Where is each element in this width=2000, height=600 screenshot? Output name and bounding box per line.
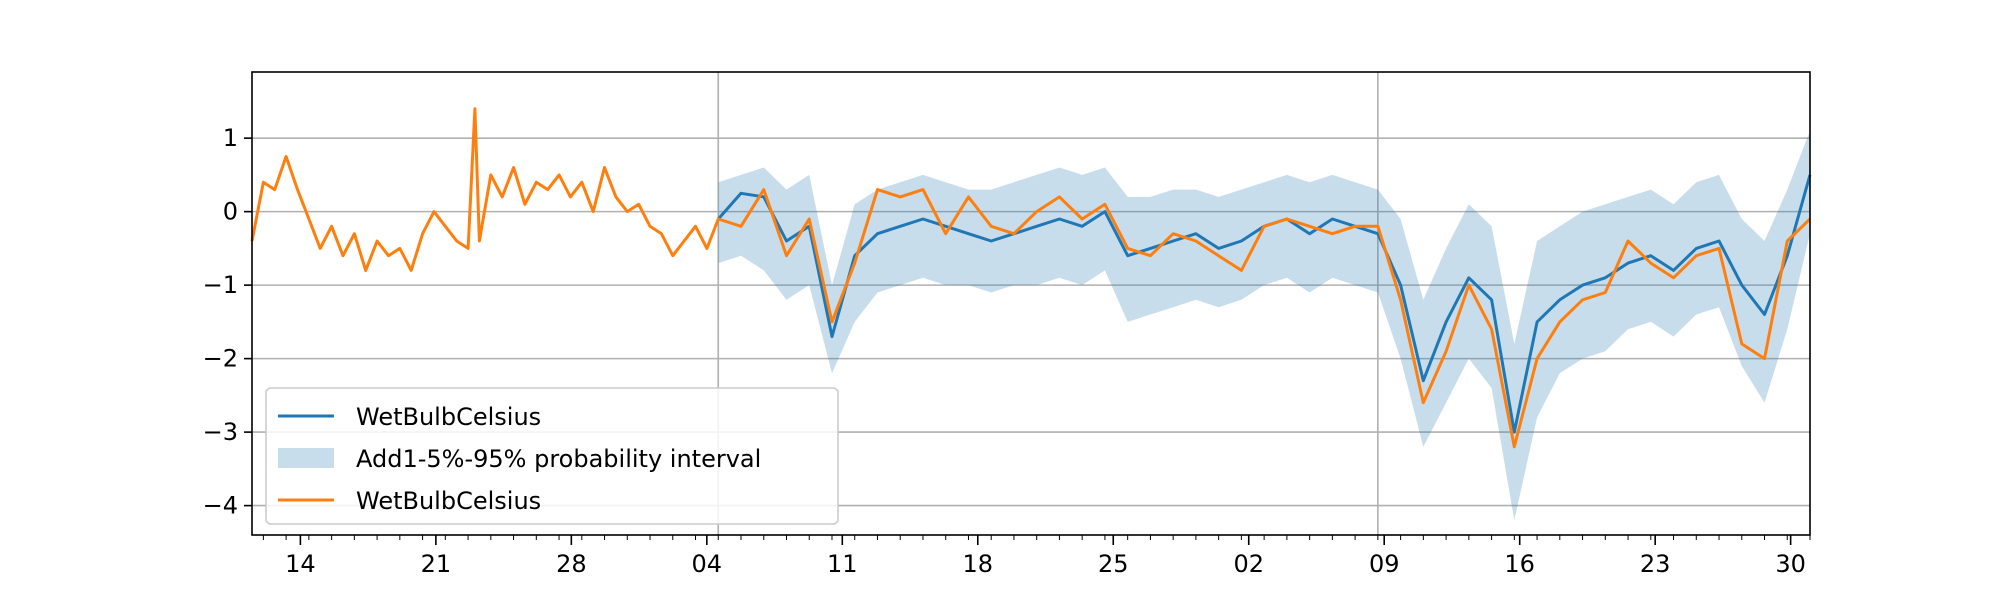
x-tick-label: 11 [827, 550, 858, 578]
tick-layer: 1 0 −1 −2 −3 −4 14 21 28 04 11 18 25 02 09 16 23 30 [203, 124, 1811, 578]
y-tick-label: −4 [203, 492, 238, 520]
legend-label: Add1-5%-95% probability interval [356, 445, 761, 473]
x-tick-label: 02 [1233, 550, 1264, 578]
y-tick-label: 0 [223, 198, 238, 226]
x-tick-label: 16 [1504, 550, 1535, 578]
x-tick-label: 25 [1098, 550, 1129, 578]
legend-label: WetBulbCelsius [356, 487, 541, 515]
probability-interval-band [718, 130, 1810, 521]
y-tick-label: −2 [203, 345, 238, 373]
x-tick-label: 14 [285, 550, 316, 578]
probability-band-layer [718, 130, 1810, 521]
x-tick-label: 18 [963, 550, 994, 578]
x-tick-label: 28 [556, 550, 587, 578]
x-tick-label: 09 [1369, 550, 1400, 578]
x-tick-label: 30 [1775, 550, 1806, 578]
legend: WetBulbCelsius Add1-5%-95% probability in… [265, 387, 839, 525]
x-tick-label: 23 [1640, 550, 1671, 578]
y-tick-label: 1 [223, 124, 238, 152]
series-layer [250, 107, 1812, 449]
y-tick-label: −3 [203, 418, 238, 446]
x-tick-label: 21 [421, 550, 452, 578]
plot-frame [251, 71, 1811, 536]
x-tick-label: 04 [692, 550, 723, 578]
legend-label: WetBulbCelsius [356, 403, 541, 431]
legend-patch-marker [278, 448, 334, 468]
y-tick-label: −1 [203, 271, 238, 299]
legend-box [265, 387, 839, 525]
